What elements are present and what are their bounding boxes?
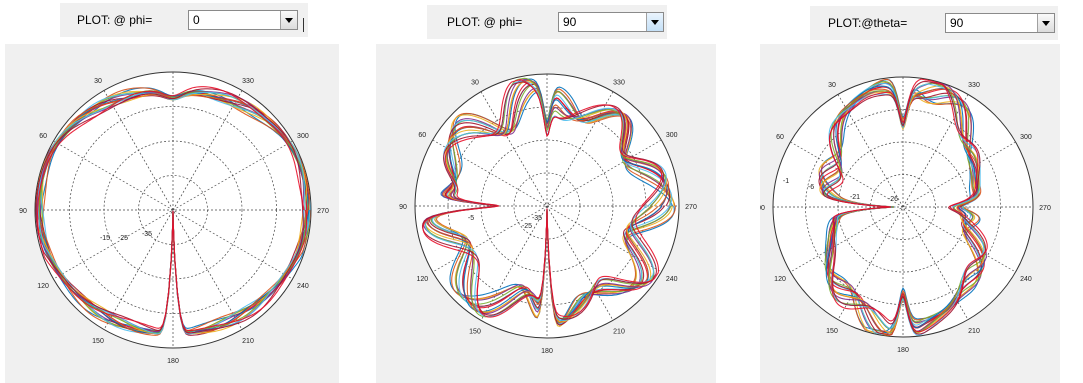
chevron-down-icon — [285, 17, 293, 23]
radial-label-3: -26 — [888, 196, 898, 203]
angle-label-300: 300 — [666, 132, 678, 139]
angle-label-30: 30 — [471, 79, 479, 86]
phi-label-1: PLOT: @ phi= — [77, 13, 153, 27]
angle-label-240: 240 — [297, 283, 309, 290]
angle-label-180: 180 — [541, 348, 553, 355]
chevron-down-icon — [651, 19, 659, 25]
series-line-5 — [40, 92, 311, 335]
polar-grid — [34, 71, 312, 349]
polar-plot-2: 30 330 60 300 90 270 120 240 150 210 180 -5 -25-35 — [399, 73, 697, 355]
phi-dropdown-value-1: 0 — [193, 13, 200, 27]
angle-label-150: 150 — [469, 329, 481, 336]
theta-dropdown[interactable]: 90 — [945, 13, 1055, 33]
angle-label-60: 60 — [418, 132, 426, 139]
series-line-14 — [35, 88, 304, 334]
radial-label-0: -5 — [468, 215, 474, 222]
plot-panel-1: 30 330 60 300 90 270 120 240 150 210 180 -15 -25 -35 — [5, 44, 339, 383]
angle-label-210: 210 — [613, 329, 625, 336]
cursor-caret — [303, 18, 304, 32]
plot-panel-2: 30 330 60 300 90 270 120 240 150 210 180 -5 -25 -35 — [376, 44, 716, 383]
radial-label-0: -1 — [783, 178, 789, 185]
angle-label-270: 270 — [685, 204, 697, 211]
polar-plot-1: 30 330 60 300 90 270 120 240 150 210 180 -15 -25 -35 — [19, 71, 329, 365]
series-line-12 — [824, 82, 986, 333]
series-line-15 — [37, 86, 308, 332]
phi-label-2: PLOT: @ phi= — [447, 15, 523, 29]
dropdown-button-1[interactable] — [280, 11, 297, 29]
angle-label-300: 300 — [1020, 134, 1032, 141]
angle-label-60: 60 — [39, 133, 47, 140]
angle-label-30: 30 — [828, 82, 836, 89]
polar-plot-3: 30 330 60 300 90 270 120 240 150 210 180 -1 -6 -21 -26 — [760, 76, 1051, 354]
angle-label-30: 30 — [94, 78, 102, 85]
angle-label-240: 240 — [1020, 276, 1032, 283]
angle-label-90: 90 — [19, 208, 27, 215]
radial-label-1: -25 — [522, 223, 532, 230]
theta-label: PLOT:@theta= — [828, 16, 908, 30]
series-line-3 — [39, 91, 308, 334]
angle-label-150: 150 — [826, 328, 838, 335]
radial-label-2: -21 — [850, 194, 860, 201]
dropdown-button-2[interactable] — [646, 13, 663, 31]
dropdown-button-3[interactable] — [1037, 14, 1054, 32]
phi-dropdown-2[interactable]: 90 — [558, 12, 664, 32]
angle-label-150: 150 — [92, 338, 104, 345]
series-line-15 — [826, 78, 988, 333]
angle-label-90: 90 — [399, 204, 407, 211]
theta-dropdown-value: 90 — [950, 16, 964, 30]
radial-label-2: -35 — [142, 231, 152, 238]
polar-spoke — [480, 91, 614, 321]
angle-label-120: 120 — [37, 283, 49, 290]
angle-label-210: 210 — [968, 328, 980, 335]
angle-label-240: 240 — [666, 276, 678, 283]
polar-spoke — [53, 140, 293, 280]
angle-label-330: 330 — [242, 78, 254, 85]
polar-traces — [35, 86, 311, 336]
phi-dropdown-value-2: 90 — [563, 15, 577, 29]
angle-label-120: 120 — [416, 276, 428, 283]
angle-label-270: 270 — [1039, 205, 1051, 212]
series-line-13 — [37, 91, 306, 335]
polar-traces — [818, 78, 988, 336]
angle-label-60: 60 — [776, 134, 784, 141]
plot-control-3: PLOT:@theta= 90 — [810, 6, 1058, 40]
radial-label-0: -15 — [100, 235, 110, 242]
angle-label-120: 120 — [774, 276, 786, 283]
angle-label-90: 90 — [760, 205, 765, 212]
angle-label-180: 180 — [167, 358, 179, 365]
angle-label-270: 270 — [317, 208, 329, 215]
phi-dropdown-1[interactable]: 0 — [188, 10, 298, 30]
angle-label-210: 210 — [242, 338, 254, 345]
angle-label-330: 330 — [613, 79, 625, 86]
polar-traces — [421, 77, 676, 328]
angle-label-330: 330 — [968, 82, 980, 89]
radial-label-1: -25 — [118, 235, 128, 242]
radial-label-1: -6 — [808, 184, 814, 191]
polar-grid — [414, 73, 680, 339]
angle-label-180: 180 — [897, 347, 909, 354]
plot-control-1: PLOT: @ phi= 0 — [60, 3, 308, 37]
angle-label-300: 300 — [297, 133, 309, 140]
plot-control-2: PLOT: @ phi= 90 — [427, 5, 667, 39]
radial-label-2: -35 — [532, 215, 542, 222]
series-line-15 — [422, 79, 663, 318]
plot-panel-3: 30 330 60 300 90 270 120 240 150 210 180 -1 -6 -21 -26 — [760, 44, 1060, 383]
chevron-down-icon — [1042, 20, 1050, 26]
